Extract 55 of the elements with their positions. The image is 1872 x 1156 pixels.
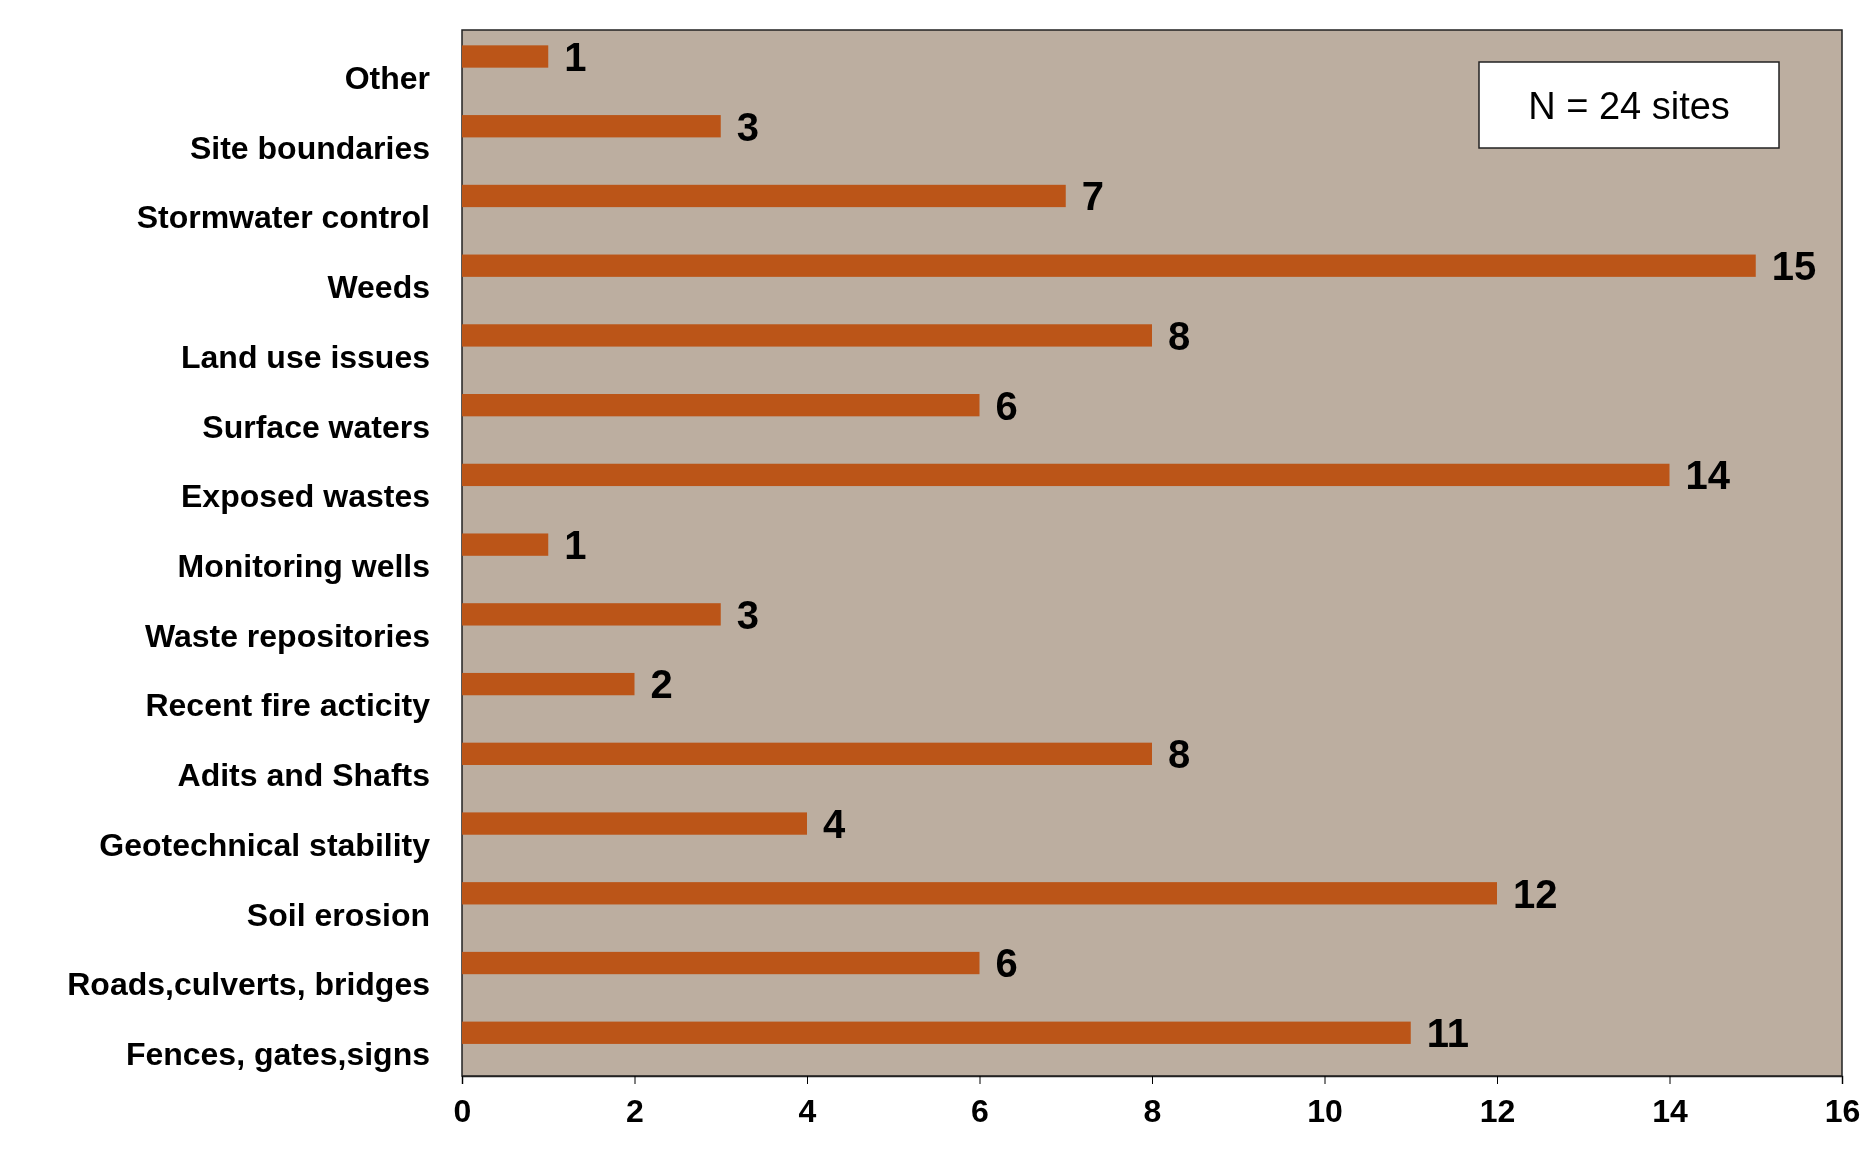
data-label: 11 bbox=[1426, 1011, 1470, 1056]
y-tick-label: Soil erosion bbox=[246, 896, 430, 933]
data-label: 12 bbox=[1513, 871, 1558, 916]
data-label: 6 bbox=[995, 383, 1018, 428]
x-tick-label: 8 bbox=[1143, 1093, 1162, 1130]
data-label: 3 bbox=[736, 104, 759, 149]
bar bbox=[462, 672, 635, 696]
bar bbox=[462, 324, 1152, 347]
bar bbox=[462, 812, 807, 835]
bar bbox=[462, 463, 1670, 487]
x-tick-label: 0 bbox=[453, 1093, 472, 1130]
bar bbox=[462, 184, 1066, 208]
y-tick-label: Recent fire acticity bbox=[145, 687, 431, 724]
bar bbox=[462, 1021, 1411, 1044]
y-tick-label: Exposed wastes bbox=[181, 478, 430, 515]
data-label: 7 bbox=[1081, 174, 1104, 219]
y-tick-label: Site boundaries bbox=[189, 129, 430, 166]
x-tick-label: 6 bbox=[971, 1093, 989, 1130]
y-tick-label: Geotechnical stability bbox=[99, 826, 431, 863]
y-tick-label: Monitoring wells bbox=[177, 548, 430, 584]
y-tick-label: Adits and Shafts bbox=[177, 757, 430, 794]
y-tick-label: Land use issues bbox=[181, 338, 430, 375]
y-tick-label: Other bbox=[344, 59, 430, 96]
bar bbox=[462, 951, 980, 975]
annotation: N = 24 sites bbox=[1528, 84, 1730, 127]
data-label: 8 bbox=[1168, 313, 1191, 358]
y-tick-label: Fences, gates,signs bbox=[125, 1036, 430, 1073]
bar bbox=[462, 742, 1152, 765]
bar bbox=[462, 394, 980, 417]
data-label: 14 bbox=[1685, 453, 1731, 498]
data-label: 3 bbox=[736, 592, 759, 637]
bar bbox=[462, 254, 1756, 277]
bar bbox=[462, 45, 549, 68]
data-label: 4 bbox=[823, 801, 846, 846]
data-label: 6 bbox=[995, 941, 1018, 986]
x-tick-label: 10 bbox=[1307, 1093, 1343, 1130]
bar bbox=[462, 882, 1497, 905]
bar bbox=[462, 115, 721, 138]
y-tick-label: Waste repositories bbox=[144, 617, 430, 654]
x-tick-label: 12 bbox=[1479, 1093, 1516, 1130]
y-tick-label: Surface waters bbox=[202, 408, 430, 445]
x-tick-label: 2 bbox=[626, 1093, 644, 1130]
data-label: 1 bbox=[564, 34, 587, 79]
data-label: 15 bbox=[1771, 244, 1817, 289]
data-label: 1 bbox=[564, 523, 587, 568]
bar bbox=[462, 603, 721, 626]
y-tick-label: Stormwater control bbox=[136, 199, 430, 236]
data-label: 8 bbox=[1168, 732, 1191, 777]
y-tick-label: Roads,culverts, bridges bbox=[67, 966, 430, 1003]
x-tick-label: 16 bbox=[1824, 1093, 1861, 1130]
x-tick-label: 14 bbox=[1652, 1093, 1688, 1130]
x-tick-label: 4 bbox=[798, 1093, 817, 1130]
bar bbox=[462, 533, 549, 556]
y-tick-label: Weeds bbox=[327, 269, 430, 306]
data-label: 2 bbox=[650, 662, 673, 707]
